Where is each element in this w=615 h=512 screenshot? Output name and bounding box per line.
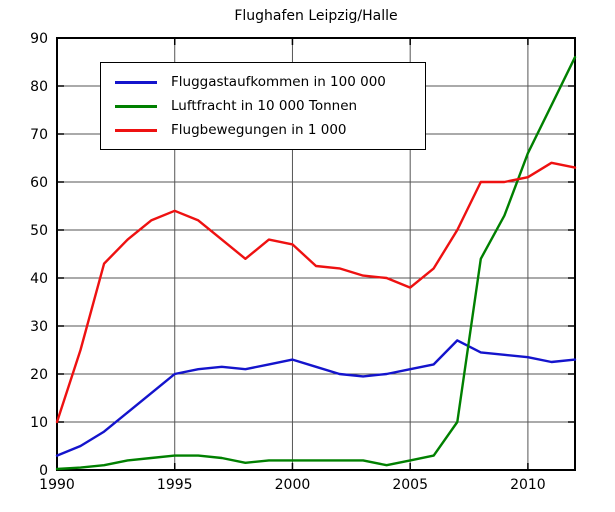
x-axis-tick-label: 1995	[157, 477, 193, 493]
series-line-1	[55, 56, 577, 471]
legend-item-1: Luftfracht in 10 000 Tonnen	[109, 94, 417, 118]
legend-label: Luftfracht in 10 000 Tonnen	[171, 98, 358, 114]
y-axis-tick-label: 50	[30, 223, 48, 239]
chart-title: Flughafen Leipzig/Halle	[234, 8, 398, 24]
legend-item-2: Flugbewegungen in 1 000	[109, 118, 417, 142]
series-line-2	[55, 161, 577, 424]
y-axis-tick-label: 60	[30, 175, 48, 191]
legend-label: Flugbewegungen in 1 000	[171, 122, 347, 138]
legend-line-swatch	[115, 104, 157, 108]
legend-item-0: Fluggastaufkommen in 100 000	[109, 70, 417, 94]
x-axis-tick-label: 1990	[39, 477, 75, 493]
legend-line-swatch	[115, 128, 157, 132]
legend-line-swatch	[115, 80, 157, 84]
series-line-0	[55, 339, 577, 457]
y-axis-tick-label: 40	[30, 271, 48, 287]
y-axis-tick-label: 10	[30, 415, 48, 431]
y-axis-tick-label: 80	[30, 79, 48, 95]
x-axis-tick-label: 2010	[510, 477, 546, 493]
legend-label: Fluggastaufkommen in 100 000	[171, 74, 386, 90]
y-axis-tick-label: 0	[39, 463, 48, 479]
x-axis-tick-label: 2005	[392, 477, 428, 493]
y-axis-tick-label: 20	[30, 367, 48, 383]
y-axis-tick-label: 30	[30, 319, 48, 335]
y-axis-tick-label: 90	[30, 31, 48, 47]
legend: Fluggastaufkommen in 100 000 Luftfracht i…	[100, 62, 426, 150]
x-axis-tick-label: 2000	[275, 477, 311, 493]
y-axis-tick-label: 70	[30, 127, 48, 143]
plot-border	[56, 37, 576, 471]
